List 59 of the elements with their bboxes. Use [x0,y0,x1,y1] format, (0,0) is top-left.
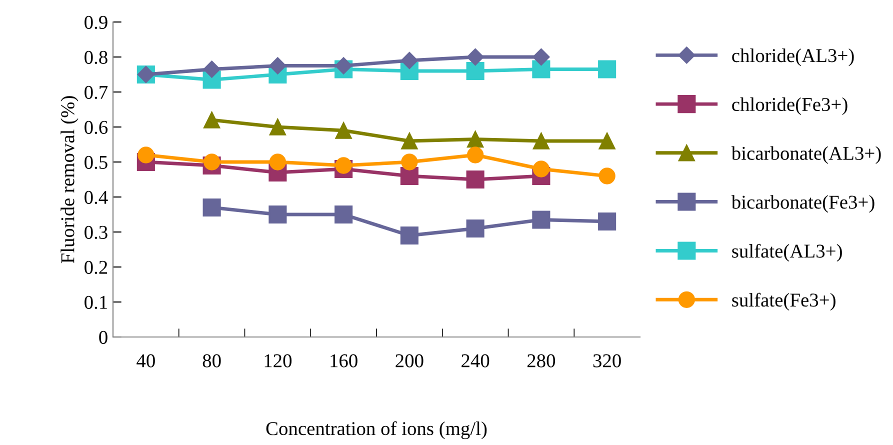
point [466,130,484,148]
point [532,132,550,150]
y-axis-title: Fluoride removal (%) [60,96,78,264]
x-tick-label: 40 [136,354,155,368]
point [203,60,220,78]
y-tick-label: 0.8 [84,50,108,64]
y-tick-label: 0.4 [84,190,108,204]
y-tick-label: 0.2 [84,260,108,274]
x-tick-label: 80 [202,354,221,368]
legend-label: sulfate(Fe3+) [732,292,836,311]
y-tick-label: 0 [99,330,108,344]
point [466,146,484,164]
x-tick-label: 200 [396,354,424,368]
x-tick-label: 320 [593,354,621,368]
legend-label: chloride(Fe3+) [732,97,848,115]
y-tick-label: 0.1 [84,296,107,310]
point [335,122,352,139]
point [269,57,286,74]
point [401,154,418,170]
point [203,112,220,128]
point [466,170,484,189]
point [203,154,220,170]
x-tick-label: 160 [330,354,358,368]
point [202,198,221,217]
point [466,62,484,80]
x-axis-title: Concentration of ions (mg/l) [266,421,487,440]
point [334,205,353,224]
point [532,160,550,178]
point [400,52,418,70]
y-tick-label: 0.7 [84,86,108,100]
point [269,154,286,170]
legend-label: bicarbonate(AL3+) [731,146,881,164]
point [466,48,484,66]
point [335,157,352,174]
x-tick-label: 240 [462,354,490,368]
legend-label: sulfate(AL3+) [732,244,842,262]
point [532,48,550,66]
point [598,132,616,150]
point [268,205,287,224]
point [400,226,418,245]
point [466,219,484,238]
legend-label: chloride(AL3+) [732,48,854,66]
point [598,60,616,78]
point [401,132,418,150]
y-tick-label: 0.9 [84,16,108,30]
y-tick-label: 0.6 [84,120,108,134]
legend-label: bicarbonate(Fe3+) [731,195,874,213]
point [138,146,154,164]
x-tick-label: 280 [527,354,556,368]
point [532,210,550,229]
point [269,118,286,136]
point [532,60,550,78]
y-tick-label: 0.5 [84,156,108,170]
x-tick-label: 120 [264,354,292,368]
y-tick-label: 0.3 [84,226,108,240]
point [598,168,616,184]
point [335,57,352,74]
point [400,166,418,186]
point [598,212,616,231]
